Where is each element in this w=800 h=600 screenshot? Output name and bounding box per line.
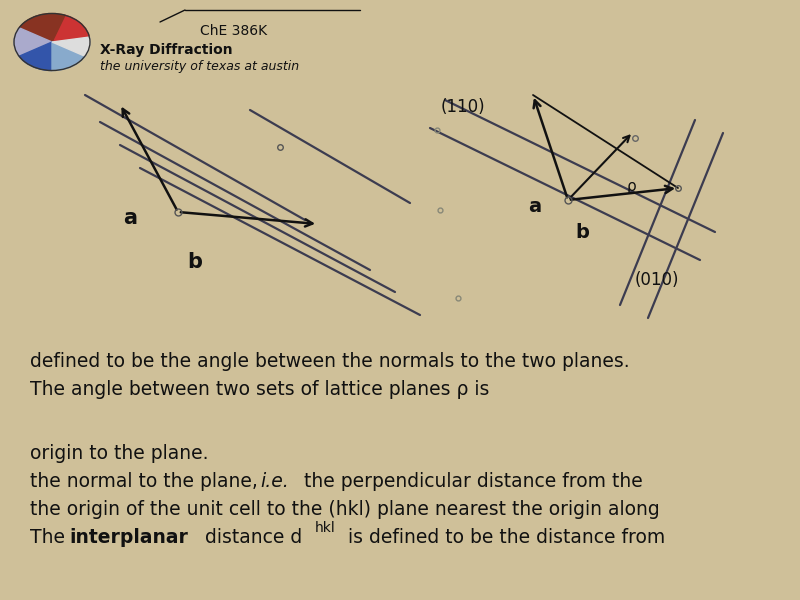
Text: the origin of the unit cell to the (hkl) plane nearest the origin along: the origin of the unit cell to the (hkl)…: [30, 500, 660, 519]
Text: the normal to the plane,: the normal to the plane,: [30, 472, 264, 491]
Text: distance d: distance d: [199, 528, 302, 547]
Text: is defined to be the distance from: is defined to be the distance from: [342, 528, 666, 547]
Wedge shape: [52, 42, 85, 70]
Text: ρ: ρ: [627, 179, 637, 194]
Text: origin to the plane.: origin to the plane.: [30, 444, 209, 463]
Text: X-Ray Diffraction: X-Ray Diffraction: [100, 43, 233, 57]
Text: b: b: [575, 223, 589, 241]
Wedge shape: [52, 37, 90, 56]
Text: b: b: [187, 252, 202, 272]
Text: ChE 386K: ChE 386K: [200, 24, 267, 38]
Text: The angle between two sets of lattice planes ρ is: The angle between two sets of lattice pl…: [30, 380, 490, 399]
Text: interplanar: interplanar: [69, 528, 188, 547]
Text: (010): (010): [634, 271, 679, 289]
Text: a: a: [529, 197, 542, 217]
Wedge shape: [19, 42, 52, 70]
Text: The: The: [30, 528, 71, 547]
Text: i.e.: i.e.: [260, 472, 289, 491]
Text: defined to be the angle between the normals to the two planes.: defined to be the angle between the norm…: [30, 352, 630, 371]
Text: hkl: hkl: [315, 521, 336, 535]
Text: (110): (110): [441, 98, 486, 116]
Text: the university of texas at austin: the university of texas at austin: [100, 60, 299, 73]
Text: a: a: [123, 208, 137, 228]
Wedge shape: [52, 15, 90, 42]
Wedge shape: [14, 28, 52, 56]
Wedge shape: [19, 14, 65, 42]
Text: the perpendicular distance from the: the perpendicular distance from the: [298, 472, 642, 491]
